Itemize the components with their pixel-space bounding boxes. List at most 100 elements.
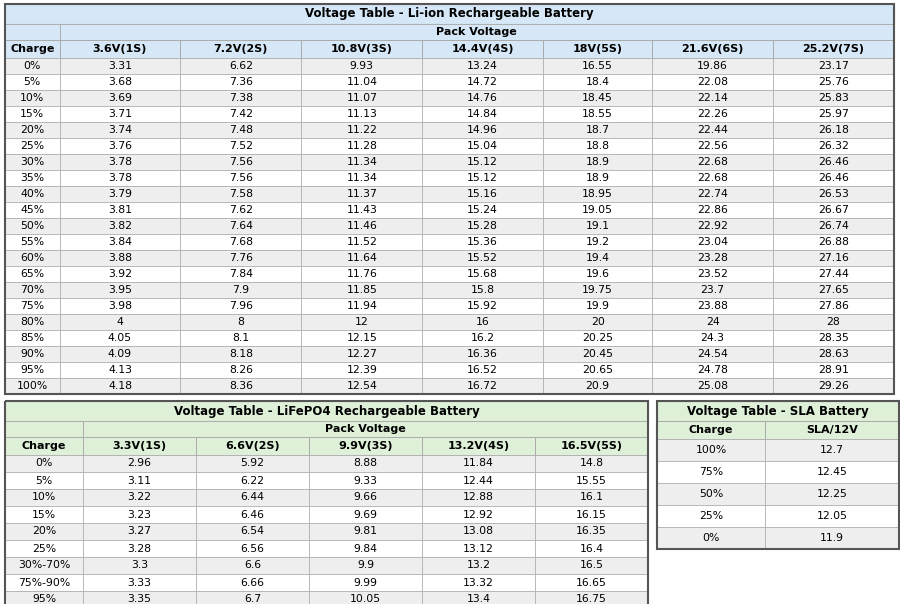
Bar [544, 170, 652, 186]
Text: 22.86: 22.86 [698, 205, 728, 215]
Bar [773, 266, 894, 282]
Text: 11.94: 11.94 [346, 301, 377, 311]
Text: 11.28: 11.28 [346, 141, 377, 151]
Bar [309, 540, 422, 557]
Text: 65%: 65% [20, 269, 44, 279]
Text: 16.15: 16.15 [576, 510, 607, 519]
Bar [309, 489, 422, 506]
Bar [535, 437, 648, 455]
Text: 19.1: 19.1 [586, 221, 609, 231]
Text: 3.78: 3.78 [108, 173, 132, 183]
Text: 15.8: 15.8 [471, 285, 495, 295]
Text: 8.18: 8.18 [229, 349, 253, 359]
Text: 3.6V(1S): 3.6V(1S) [93, 44, 148, 54]
Bar [422, 170, 544, 186]
Text: 14.72: 14.72 [467, 77, 498, 87]
Bar [309, 523, 422, 540]
Bar [302, 170, 422, 186]
Text: 9.66: 9.66 [354, 492, 377, 503]
Bar [765, 421, 899, 439]
Bar [180, 282, 302, 298]
Text: 3.28: 3.28 [128, 544, 151, 553]
Bar [652, 170, 773, 186]
Text: 10%: 10% [32, 492, 56, 503]
Text: 19.6: 19.6 [586, 269, 609, 279]
Text: 15.52: 15.52 [467, 253, 498, 263]
Bar [180, 234, 302, 250]
Text: 3.27: 3.27 [128, 527, 151, 536]
Bar [652, 378, 773, 394]
Bar [196, 437, 309, 455]
Bar [657, 421, 765, 439]
Text: 7.38: 7.38 [229, 93, 253, 103]
Bar [422, 218, 544, 234]
Bar [59, 58, 180, 74]
Bar [302, 58, 422, 74]
Bar [302, 250, 422, 266]
Bar [309, 437, 422, 455]
Text: 16.1: 16.1 [580, 492, 604, 503]
Bar [196, 540, 309, 557]
Text: 27.86: 27.86 [818, 301, 849, 311]
Bar [544, 234, 652, 250]
Text: 22.14: 22.14 [698, 93, 728, 103]
Text: 6.54: 6.54 [240, 527, 265, 536]
Bar [544, 282, 652, 298]
Bar [83, 437, 196, 455]
Bar [422, 314, 544, 330]
Text: 3.35: 3.35 [128, 594, 151, 604]
Bar [422, 540, 535, 557]
Bar [5, 401, 648, 604]
Text: 25.08: 25.08 [698, 381, 728, 391]
Bar [535, 523, 648, 540]
Bar [5, 437, 83, 455]
Bar [180, 298, 302, 314]
Text: 20.9: 20.9 [586, 381, 609, 391]
Text: 13.32: 13.32 [464, 577, 494, 588]
Text: 15.12: 15.12 [467, 157, 498, 167]
Bar [5, 421, 83, 437]
Text: 14.4V(4S): 14.4V(4S) [452, 44, 514, 54]
Text: 19.4: 19.4 [586, 253, 609, 263]
Text: 7.9: 7.9 [232, 285, 249, 295]
Text: 3.76: 3.76 [108, 141, 132, 151]
Text: 12.44: 12.44 [464, 475, 494, 486]
Text: 60%: 60% [20, 253, 44, 263]
Bar [180, 346, 302, 362]
Bar [422, 250, 544, 266]
Bar [59, 24, 894, 40]
Text: 25.83: 25.83 [818, 93, 849, 103]
Bar [59, 250, 180, 266]
Text: 14.8: 14.8 [580, 458, 604, 469]
Text: 11.9: 11.9 [820, 533, 844, 543]
Text: 25.2V(7S): 25.2V(7S) [803, 44, 865, 54]
Bar [5, 74, 59, 90]
Bar [422, 282, 544, 298]
Text: 24: 24 [706, 317, 719, 327]
Text: Pack Voltage: Pack Voltage [436, 27, 518, 37]
Text: 26.18: 26.18 [818, 125, 849, 135]
Text: 15.16: 15.16 [467, 189, 498, 199]
Bar [180, 40, 302, 58]
Bar [83, 421, 648, 437]
Bar [773, 298, 894, 314]
Bar [5, 401, 648, 421]
Text: 13.2V(4S): 13.2V(4S) [447, 441, 509, 451]
Text: 5%: 5% [23, 77, 40, 87]
Bar [773, 202, 894, 218]
Text: 16.55: 16.55 [582, 61, 613, 71]
Text: 15.24: 15.24 [467, 205, 498, 215]
Bar [535, 455, 648, 472]
Text: 22.68: 22.68 [698, 157, 728, 167]
Text: 19.75: 19.75 [582, 285, 613, 295]
Text: 22.74: 22.74 [698, 189, 728, 199]
Text: 3.69: 3.69 [108, 93, 132, 103]
Text: 6.46: 6.46 [240, 510, 265, 519]
Bar [180, 106, 302, 122]
Text: 80%: 80% [20, 317, 44, 327]
Bar [773, 346, 894, 362]
Text: 10.05: 10.05 [350, 594, 381, 604]
Text: 11.34: 11.34 [346, 173, 377, 183]
Text: 20%: 20% [20, 125, 44, 135]
Bar [652, 330, 773, 346]
